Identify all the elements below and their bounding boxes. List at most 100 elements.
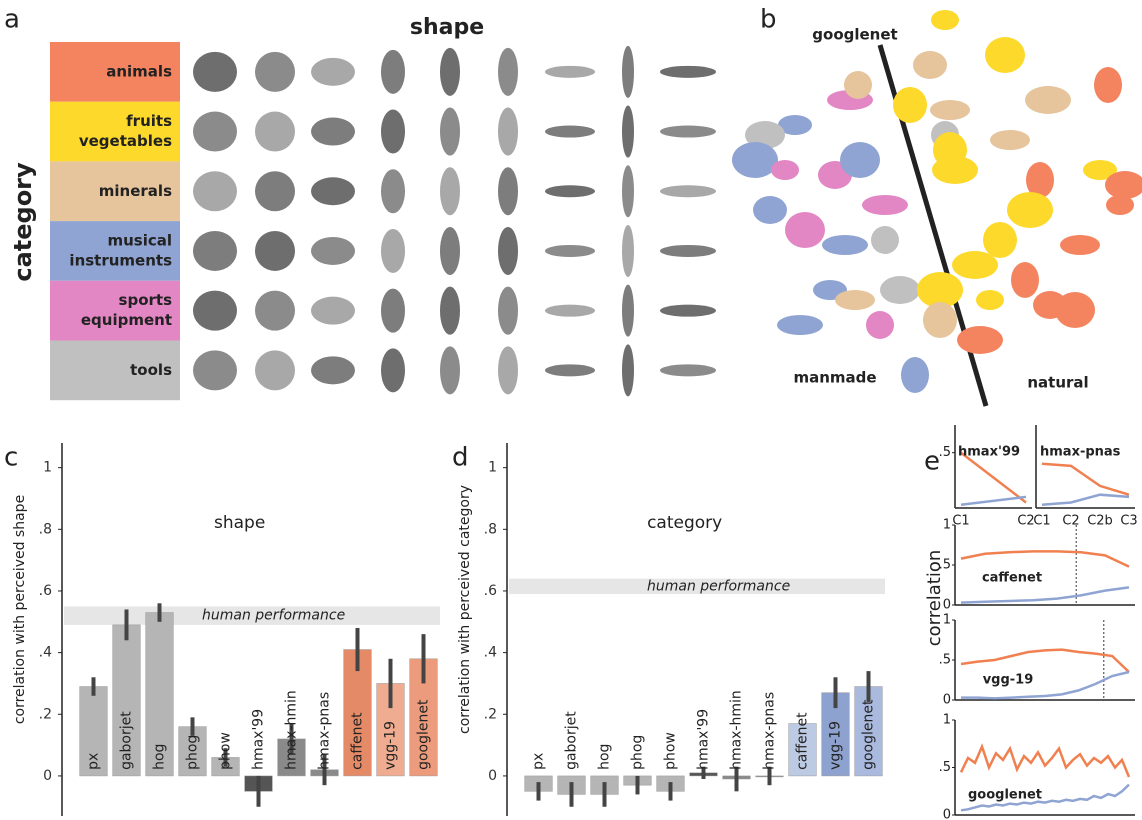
object-silhouette: [932, 156, 978, 184]
category-label: vgg-19: [383, 721, 399, 770]
category-label: equipment: [81, 311, 172, 329]
category-label: hmax-hmin: [729, 690, 745, 770]
object-image: [622, 165, 634, 217]
y-tick-label: .5: [939, 445, 951, 460]
category-label: tools: [130, 361, 172, 379]
series-line: [961, 497, 1026, 505]
object-image: [193, 112, 237, 152]
object-image: [622, 106, 634, 158]
category-label: musical: [107, 231, 172, 249]
object-image: [498, 346, 518, 394]
object-image: [440, 108, 460, 156]
y-tick-label: .6: [39, 583, 52, 599]
y-tick-label: 0: [943, 808, 951, 820]
panel-b-label: manmade: [793, 369, 876, 387]
x-tick-label: C2: [1017, 514, 1034, 529]
object-image: [660, 364, 716, 376]
object-image: [545, 364, 595, 376]
series-line: [1042, 464, 1129, 495]
panel-label: d: [452, 443, 469, 473]
object-silhouette: [835, 290, 875, 310]
y-tick-label: .2: [39, 706, 52, 722]
object-silhouette: [1007, 192, 1053, 228]
category-label: px: [86, 753, 102, 770]
object-silhouette: [732, 142, 778, 178]
category-label: phog: [630, 735, 646, 770]
panel-a-axis-label: category: [9, 162, 37, 282]
object-image: [622, 46, 634, 98]
object-silhouette: [1094, 67, 1122, 103]
y-tick-label: .4: [484, 645, 497, 661]
object-image: [440, 287, 460, 335]
category-label: minerals: [99, 182, 172, 200]
series-line: [961, 453, 1026, 503]
object-image: [498, 167, 518, 215]
category-label: vegetables: [79, 132, 172, 150]
category-label: vgg-19: [828, 721, 844, 770]
object-image: [440, 227, 460, 275]
category-label: px: [531, 753, 547, 770]
object-silhouette: [822, 235, 868, 255]
chart-title: shape: [214, 513, 265, 533]
object-image: [622, 344, 634, 396]
object-silhouette: [976, 290, 1004, 310]
object-silhouette: [862, 195, 908, 215]
object-image: [545, 66, 595, 78]
object-silhouette: [785, 212, 825, 248]
object-image: [311, 58, 355, 86]
category-label: hmax'99: [696, 709, 712, 770]
object-silhouette: [985, 37, 1025, 73]
category-label: gaborjet: [119, 711, 135, 770]
object-image: [660, 305, 716, 317]
series-line: [1042, 495, 1129, 505]
object-silhouette: [931, 10, 959, 30]
category-label: phog: [185, 735, 201, 770]
y-tick-label: .6: [484, 583, 497, 599]
object-image: [498, 287, 518, 335]
category-label: hmax'99: [251, 709, 267, 770]
x-tick-label: C2: [1062, 514, 1079, 529]
chart-title: caffenet: [982, 571, 1042, 586]
panel-a-title: shape: [410, 15, 484, 40]
panel-label: b: [760, 5, 777, 35]
category-label: instruments: [69, 251, 172, 269]
category-label: phow: [218, 732, 234, 770]
object-silhouette: [1060, 235, 1100, 255]
category-label: hmax-pnas: [762, 692, 778, 770]
object-image: [545, 126, 595, 138]
object-silhouette: [1025, 86, 1071, 114]
y-axis-label: correlation with perceived category: [457, 485, 473, 734]
object-silhouette: [753, 196, 787, 224]
object-silhouette: [930, 100, 970, 120]
category-label: gaborjet: [564, 711, 580, 770]
category-label: animals: [106, 62, 172, 80]
series-line: [961, 551, 1129, 566]
category-label: hog: [597, 744, 613, 770]
y-tick-label: 0: [43, 768, 52, 784]
panel-label: a: [4, 5, 20, 35]
category-label: hmax-hmin: [284, 690, 300, 770]
panel-label: c: [4, 443, 18, 473]
object-image: [498, 48, 518, 96]
y-tick-label: 1: [943, 518, 951, 533]
y-tick-label: .8: [484, 521, 497, 537]
x-tick-label: C2b: [1087, 514, 1113, 529]
object-image: [381, 289, 405, 333]
object-image: [255, 52, 295, 92]
object-image: [381, 229, 405, 273]
object-image: [193, 231, 237, 271]
object-silhouette: [957, 326, 1003, 354]
object-image: [193, 52, 237, 92]
object-image: [255, 350, 295, 390]
chart-title: category: [647, 513, 722, 533]
object-image: [440, 167, 460, 215]
object-silhouette: [1055, 292, 1095, 328]
object-image: [381, 50, 405, 94]
object-image: [255, 112, 295, 152]
object-image: [311, 118, 355, 146]
category-label: hog: [152, 744, 168, 770]
object-image: [440, 346, 460, 394]
object-image: [660, 66, 716, 78]
panel-b-label: natural: [1027, 374, 1088, 392]
object-image: [381, 110, 405, 154]
